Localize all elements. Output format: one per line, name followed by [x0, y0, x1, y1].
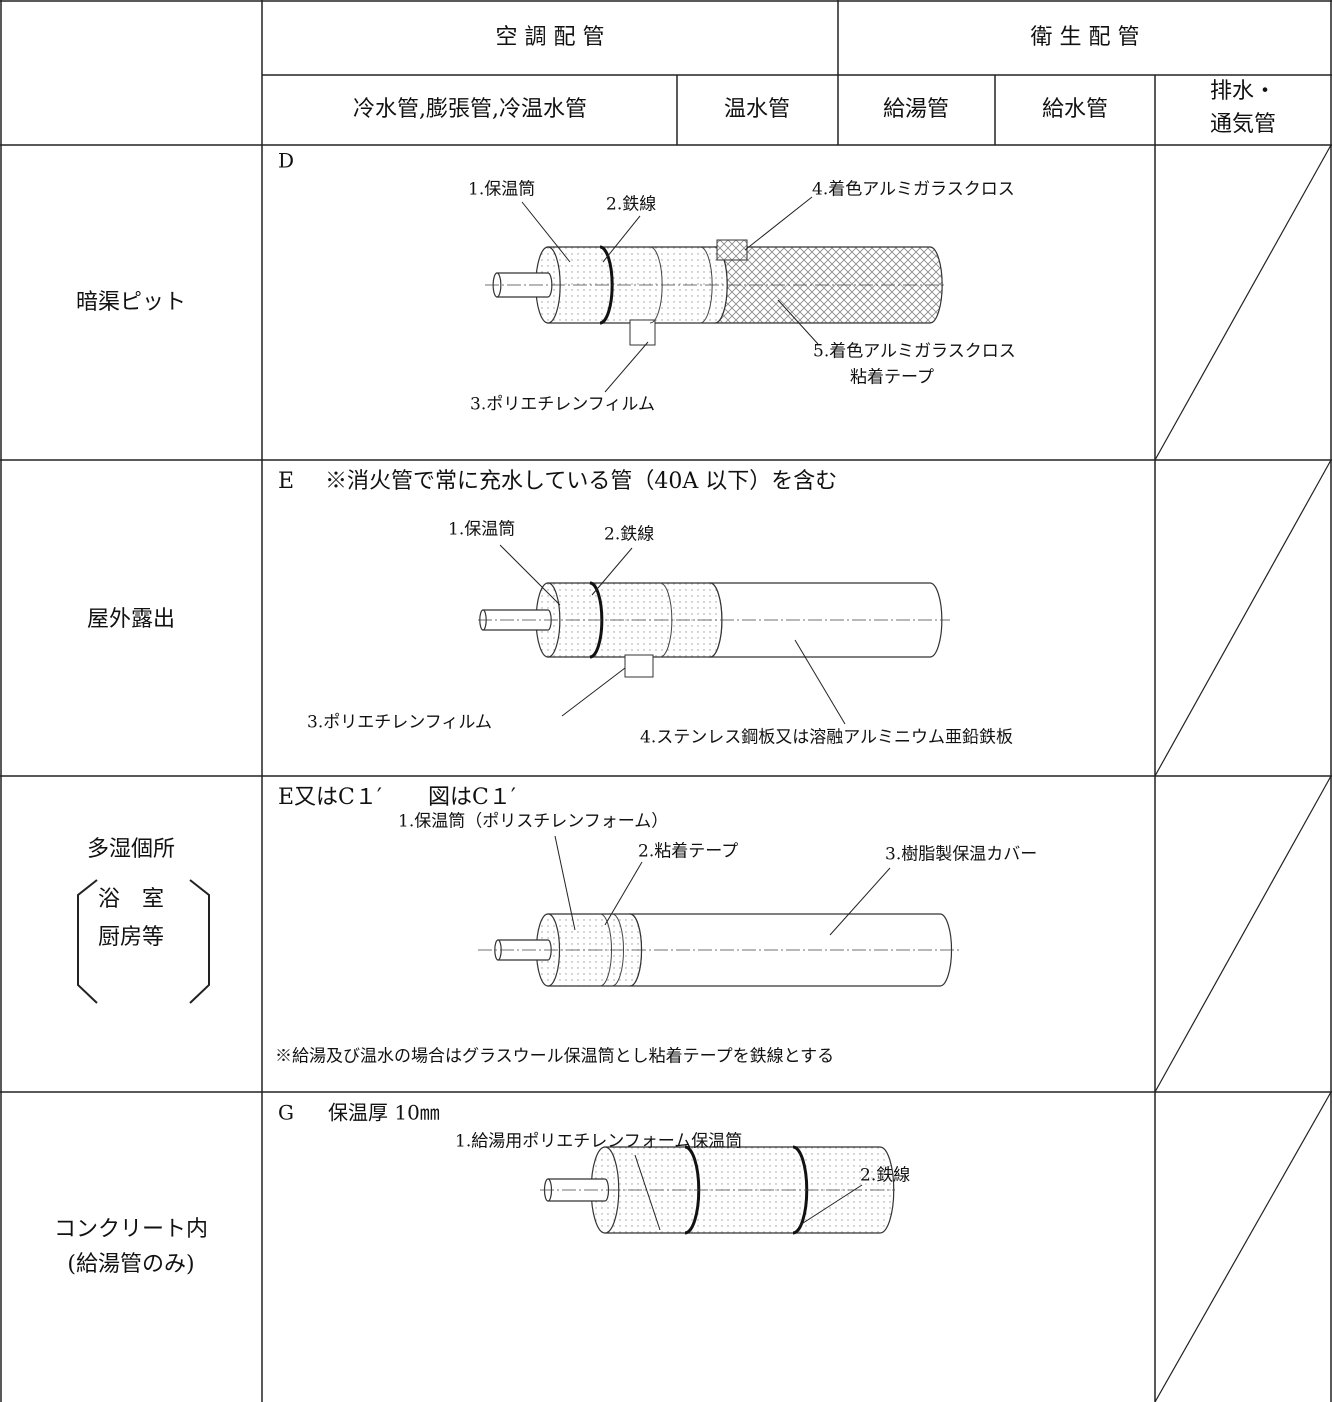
- line: [554, 835, 576, 931]
- label: 3.ポリエチレンフィルム: [307, 713, 492, 733]
- label: 2.鉄線: [606, 195, 656, 215]
- label: 4.ステンレス鋼板又は溶融アルミニウム亜鉛鉄板: [640, 728, 1013, 748]
- cylinder: [547, 1178, 610, 1202]
- label: 暗渠ピット: [76, 290, 186, 315]
- line: [604, 861, 643, 926]
- label: 2.粘着テープ: [638, 842, 738, 862]
- diagrams: [478, 196, 960, 1235]
- line: [1154, 775, 1332, 1093]
- line: [604, 341, 649, 393]
- label: コンクリート内: [54, 1217, 208, 1242]
- label: 排水・: [1210, 79, 1276, 104]
- film-tab: [624, 654, 654, 678]
- label: 4.着色アルミガラスクロス: [812, 180, 1015, 200]
- label: 浴 室: [98, 887, 164, 912]
- label: 厨房等: [98, 925, 164, 950]
- label: ※消火管で常に充水している管（40A 以下）を含む: [325, 469, 837, 494]
- label: (給湯管のみ): [67, 1252, 194, 1277]
- label: E: [278, 469, 294, 494]
- label: 給水管: [1042, 97, 1108, 122]
- label: 図はC１′: [428, 785, 516, 810]
- label: 1.給湯用ポリエチレンフォーム保温筒: [455, 1132, 742, 1152]
- line: [1154, 144, 1332, 461]
- label: D: [278, 149, 294, 173]
- label: 空 調 配 管: [496, 25, 605, 50]
- label: 1.保温筒: [448, 520, 515, 540]
- label: 保温厚 10㎜: [328, 1101, 440, 1125]
- label: E又はC１′: [278, 785, 382, 810]
- line: [1154, 1091, 1332, 1402]
- cloth-tab: [716, 239, 748, 261]
- line: [799, 1184, 863, 1226]
- label: 1.保温筒: [468, 180, 535, 200]
- label: 5.着色アルミガラスクロス: [813, 342, 1016, 362]
- label: 2.鉄線: [604, 525, 654, 545]
- line: [521, 201, 571, 263]
- label: 屋外露出: [87, 607, 175, 632]
- label: G: [278, 1101, 294, 1125]
- label: 温水管: [724, 97, 790, 122]
- film-tab: [629, 319, 656, 346]
- line: [794, 639, 846, 725]
- label: 3.ポリエチレンフィルム: [470, 395, 655, 415]
- line: [561, 667, 626, 717]
- label: 3.樹脂製保温カバー: [885, 845, 1037, 865]
- label: ※給湯及び温水の場合はグラスウール保温筒とし粘着テープを鉄線とする: [275, 1047, 834, 1067]
- label: 冷水管,膨張管,冷温水管: [353, 97, 587, 122]
- line: [777, 299, 819, 345]
- line: [499, 544, 561, 606]
- label: 2.鉄線: [860, 1166, 910, 1186]
- line: [1154, 459, 1332, 777]
- label: 通気管: [1210, 112, 1276, 137]
- line: [829, 867, 891, 936]
- line: [591, 547, 633, 596]
- label: 給湯管: [883, 97, 949, 122]
- line: [634, 1154, 661, 1231]
- label: 粘着テープ: [850, 368, 934, 388]
- bracket: [189, 879, 210, 1004]
- label: 1.保温筒（ポリスチレンフォーム）: [398, 812, 668, 832]
- line: [602, 215, 641, 263]
- label: 多湿個所: [87, 837, 175, 862]
- label: 衛 生 配 管: [1031, 25, 1140, 50]
- bracket: [77, 879, 98, 1004]
- line: [744, 196, 813, 251]
